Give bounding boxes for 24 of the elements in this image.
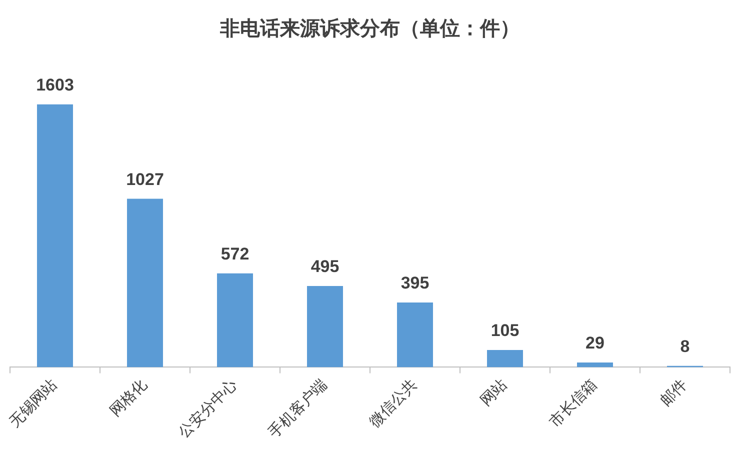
bar <box>577 362 613 368</box>
data-label: 495 <box>310 257 340 276</box>
x-tick-label: 公安分中心 <box>174 375 241 442</box>
x-tick-label: 无锡网站 <box>5 375 61 431</box>
bar <box>37 104 73 368</box>
data-label: 1603 <box>36 76 74 94</box>
bar <box>487 350 523 368</box>
bar <box>307 286 343 368</box>
bar <box>217 273 253 368</box>
x-tick-label: 网格化 <box>106 375 151 420</box>
bar <box>127 198 163 368</box>
x-tick-label: 邮件 <box>656 375 691 410</box>
x-tick-label: 微信公共 <box>365 375 421 431</box>
data-label: 572 <box>220 244 250 264</box>
x-tick-label: 网站 <box>476 375 511 410</box>
data-label: 395 <box>400 274 430 293</box>
x-tick-label: 市长信箱 <box>545 375 601 431</box>
bar <box>397 302 433 368</box>
data-label: 105 <box>490 321 520 340</box>
data-label: 1027 <box>126 170 164 189</box>
chart-title: 非电话来源诉求分布（单位：件） <box>219 16 520 40</box>
data-label: 8 <box>680 337 690 356</box>
x-tick-label: 手机客户端 <box>264 375 331 442</box>
data-label: 29 <box>586 334 604 353</box>
